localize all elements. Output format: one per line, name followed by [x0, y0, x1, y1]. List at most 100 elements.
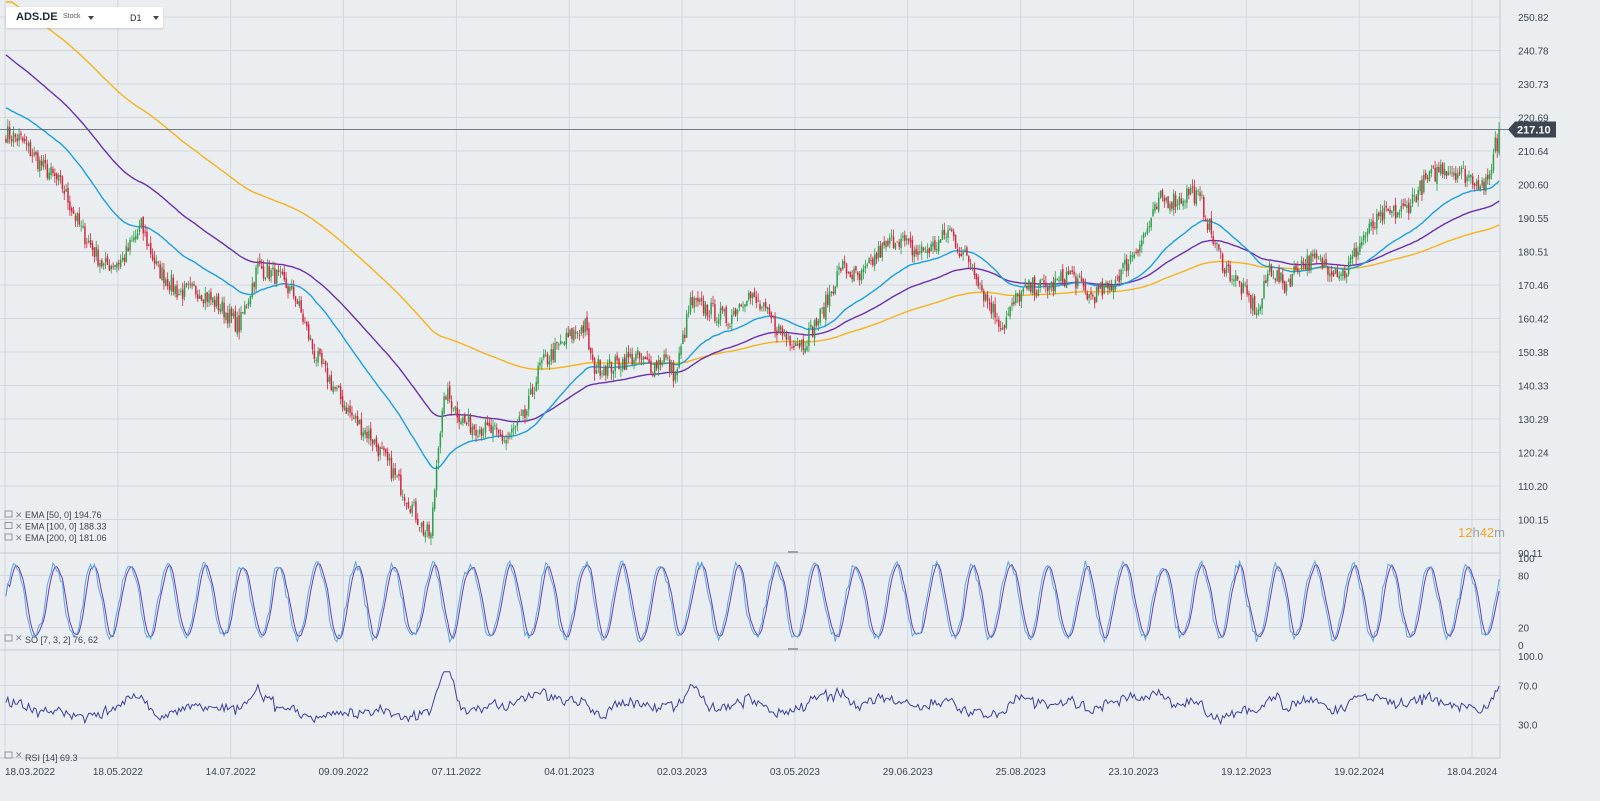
candle-body — [18, 134, 20, 141]
candle-body — [494, 425, 496, 427]
candle-body — [287, 285, 289, 294]
candle-body — [341, 396, 344, 408]
candle-body — [1233, 279, 1235, 282]
candle-body — [1007, 313, 1010, 316]
candle-body — [14, 134, 17, 137]
candle-body — [1167, 196, 1169, 209]
candle-body — [482, 433, 485, 435]
candle-body — [1298, 271, 1301, 272]
x-tick-label: 25.08.2023 — [996, 767, 1046, 778]
candle-body — [407, 501, 410, 508]
y-tick-label: 190.55 — [1518, 214, 1549, 225]
candle-body — [50, 167, 52, 176]
candle-body — [307, 324, 310, 340]
candle-body — [823, 307, 825, 318]
timeframe-dropdown-icon[interactable] — [153, 16, 159, 20]
y-tick-label: 120.24 — [1518, 449, 1549, 460]
candle-body — [759, 303, 761, 310]
candle-body — [999, 328, 1002, 330]
candle-body — [242, 312, 244, 314]
candle-body — [941, 230, 944, 240]
candle-body — [1415, 196, 1418, 203]
candle-body — [136, 233, 139, 239]
y-tick-label: 240.78 — [1518, 46, 1549, 57]
candle-body — [180, 291, 182, 292]
ema-200-line — [5, 1, 1500, 370]
ema-100-line — [5, 54, 1500, 423]
pane-resize-handle — [788, 551, 798, 553]
candle-body — [1037, 290, 1040, 296]
candle-body — [603, 368, 605, 376]
candle-body — [1357, 251, 1359, 256]
candle-body — [1456, 173, 1459, 179]
candle-body — [25, 143, 28, 145]
candle-body — [42, 159, 45, 168]
candle-countdown: 12h42m — [1458, 525, 1505, 540]
y-tick-label: 250.82 — [1518, 13, 1549, 24]
candle-body — [1494, 137, 1497, 152]
candle-body — [1345, 274, 1348, 278]
x-tick-label: 18.03.2022 — [5, 767, 55, 778]
candle-body — [381, 447, 383, 449]
candle-body — [781, 328, 784, 336]
candle-body — [118, 262, 120, 265]
candle-body — [296, 301, 299, 304]
candle-body — [460, 421, 462, 424]
candle-body — [1193, 186, 1196, 204]
candle-body — [996, 319, 998, 321]
candle-body — [951, 229, 953, 232]
candle-body — [825, 294, 827, 321]
candle-body — [1028, 280, 1030, 290]
candle-body — [1487, 174, 1489, 180]
candle-body — [1443, 168, 1446, 176]
candle-body — [873, 254, 876, 266]
candle-body — [328, 377, 331, 382]
candle-body — [1466, 176, 1468, 182]
candle-body — [808, 328, 810, 347]
candle-body — [973, 267, 976, 276]
candle-body — [20, 133, 22, 136]
candle-body — [1315, 253, 1318, 258]
candle-body — [80, 225, 82, 227]
candle-body — [988, 303, 991, 305]
y-tick-label: 110.20 — [1518, 482, 1548, 493]
candle-body — [72, 210, 75, 214]
candle-body — [170, 275, 173, 292]
candle-body — [845, 263, 848, 274]
symbol-dropdown-icon[interactable] — [88, 16, 94, 20]
candle-body — [606, 363, 609, 376]
candle-body — [1003, 325, 1006, 329]
x-tick-label: 14.07.2022 — [206, 767, 256, 778]
candle-body — [860, 270, 863, 281]
candle-body — [417, 518, 419, 526]
candle-body — [1342, 269, 1344, 277]
candle-body — [1470, 174, 1472, 178]
candle-body — [1330, 271, 1333, 275]
candle-body — [1216, 242, 1218, 245]
candle-body — [1490, 170, 1493, 175]
candle-body — [1191, 186, 1194, 188]
candle-body — [39, 159, 41, 172]
candle-body — [1291, 274, 1293, 286]
candle-body — [497, 429, 500, 433]
candle-body — [1030, 283, 1032, 292]
candle-body — [1045, 282, 1047, 286]
candle-body — [511, 428, 513, 433]
candle-body — [454, 406, 457, 410]
candle-body — [232, 312, 235, 317]
candle-body — [1054, 278, 1057, 292]
countdown-part: 12 — [1458, 525, 1472, 540]
candle-body — [390, 457, 393, 479]
candle-body — [979, 283, 981, 285]
candle-body — [1475, 181, 1478, 186]
symbol-selector[interactable]: ADS.DE Stock D1 — [6, 7, 163, 28]
candle-body — [1097, 284, 1100, 291]
candle-body — [452, 410, 455, 412]
y-tick-label: 170.46 — [1518, 281, 1549, 292]
candle-body — [661, 363, 663, 365]
candle-body — [165, 279, 167, 286]
candle-body — [1127, 263, 1130, 271]
countdown-part: m — [1494, 525, 1505, 540]
candle-body — [1255, 313, 1258, 315]
